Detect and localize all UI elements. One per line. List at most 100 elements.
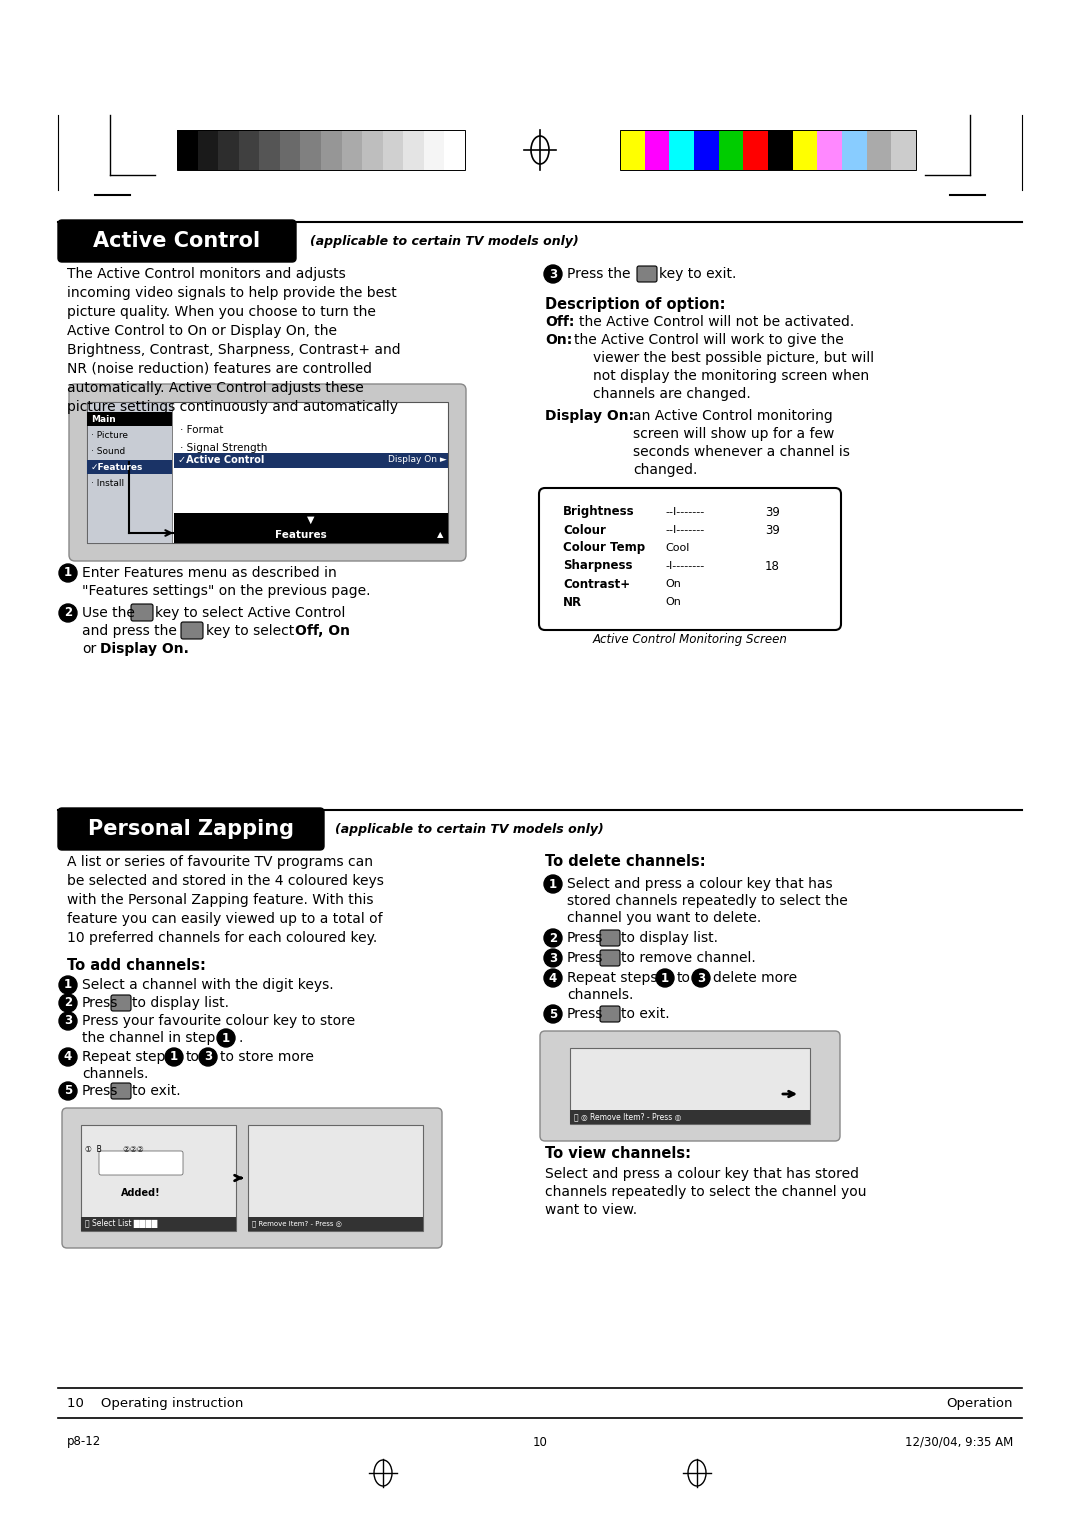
Circle shape [544,264,562,283]
Bar [423,130,445,170]
Text: Active Control: Active Control [94,231,260,251]
Text: ⎙ Select List ████: ⎙ Select List ████ [85,1219,158,1229]
Text: ▲: ▲ [436,530,443,539]
Bar [694,130,718,170]
Text: Display On ►: Display On ► [388,455,447,465]
Text: Active Control Monitoring Screen: Active Control Monitoring Screen [593,634,787,646]
Text: ✓Features: ✓Features [91,463,144,472]
Bar [248,1216,423,1232]
Text: 3: 3 [549,952,557,964]
FancyBboxPatch shape [181,622,203,639]
Circle shape [199,1048,217,1067]
Circle shape [59,976,77,995]
Text: NR: NR [563,596,582,608]
Text: to display list.: to display list. [621,931,718,944]
Circle shape [59,604,77,622]
Bar [174,452,448,468]
Bar [382,130,403,170]
Text: ▼: ▼ [307,515,314,526]
Bar [842,130,866,170]
Text: NR (noise reduction) features are controlled: NR (noise reduction) features are contro… [67,362,372,376]
Text: To view channels:: To view channels: [545,1146,691,1161]
Text: channel you want to delete.: channel you want to delete. [567,911,761,924]
Text: A list or series of favourite TV programs can: A list or series of favourite TV program… [67,856,373,869]
Bar [87,413,172,426]
Text: Press: Press [82,1083,119,1099]
Text: not display the monitoring screen when: not display the monitoring screen when [593,368,869,384]
Circle shape [59,1012,77,1030]
Text: Brightness, Contrast, Sharpness, Contrast+ and: Brightness, Contrast, Sharpness, Contras… [67,342,401,358]
Text: ⎙ ◎ Remove Item? - Press ◎: ⎙ ◎ Remove Item? - Press ◎ [573,1112,681,1122]
Text: To delete channels:: To delete channels: [545,854,705,869]
FancyBboxPatch shape [600,931,620,946]
Text: Off:: Off: [545,315,575,329]
Bar [768,130,793,170]
Text: 2: 2 [64,996,72,1010]
Text: 1: 1 [64,567,72,579]
Text: 18: 18 [765,559,780,573]
Text: --I-------: --I------- [665,507,704,516]
FancyBboxPatch shape [58,808,324,850]
Text: "Features settings" on the previous page.: "Features settings" on the previous page… [82,584,370,597]
Text: Description of option:: Description of option: [545,296,726,312]
Text: --I-------: --I------- [665,526,704,535]
Bar [570,1048,810,1125]
Circle shape [544,949,562,967]
Text: Contrast+: Contrast+ [563,578,630,590]
Text: to store more: to store more [220,1050,314,1063]
Text: Select a channel with the digit keys.: Select a channel with the digit keys. [82,978,334,992]
Text: want to view.: want to view. [545,1203,637,1216]
Bar [174,527,448,542]
Text: 4: 4 [549,972,557,984]
Text: channels are changed.: channels are changed. [593,387,751,400]
Text: Main: Main [91,414,116,423]
Bar [570,1109,810,1125]
Text: key to exit.: key to exit. [659,267,737,281]
Text: Active Control to On or Display On, the: Active Control to On or Display On, the [67,324,337,338]
Bar [818,130,842,170]
FancyBboxPatch shape [539,487,841,630]
Text: Enter Features menu as described in: Enter Features menu as described in [82,565,337,581]
FancyBboxPatch shape [600,1005,620,1022]
FancyBboxPatch shape [600,950,620,966]
FancyBboxPatch shape [99,1151,183,1175]
Text: Press: Press [567,1007,604,1021]
Text: 2: 2 [64,607,72,619]
Text: Press your favourite colour key to store: Press your favourite colour key to store [82,1015,355,1028]
Text: Added!: Added! [121,1187,161,1198]
Text: · Format: · Format [180,425,224,435]
Text: 4: 4 [64,1051,72,1063]
FancyBboxPatch shape [58,220,296,261]
Bar [177,130,465,170]
Text: To add channels:: To add channels: [67,958,206,972]
Text: Press: Press [567,931,604,944]
Text: 3: 3 [64,1015,72,1027]
Text: key to select: key to select [206,623,294,639]
Text: to exit.: to exit. [621,1007,670,1021]
Circle shape [544,876,562,892]
Text: channels.: channels. [567,989,633,1002]
Bar [620,130,916,170]
Text: or: or [82,642,96,656]
Text: changed.: changed. [633,463,698,477]
Text: 1: 1 [661,972,670,984]
Text: -I--------: -I-------- [665,561,704,571]
Text: Display On:: Display On: [545,410,634,423]
Text: On: On [665,579,680,588]
FancyBboxPatch shape [131,604,153,620]
Bar [87,402,448,542]
Bar [866,130,891,170]
Bar [321,130,341,170]
Text: the channel in step: the channel in step [82,1031,215,1045]
Text: 1: 1 [64,978,72,992]
FancyBboxPatch shape [111,995,131,1012]
Circle shape [544,929,562,947]
Text: incoming video signals to help provide the best: incoming video signals to help provide t… [67,286,396,299]
Bar [174,513,448,527]
Text: 5: 5 [549,1007,557,1021]
Text: Personal Zapping: Personal Zapping [87,819,294,839]
FancyBboxPatch shape [69,384,465,561]
Text: 12/30/04, 9:35 AM: 12/30/04, 9:35 AM [905,1435,1013,1449]
Bar [198,130,218,170]
Text: · Sound: · Sound [91,446,125,455]
